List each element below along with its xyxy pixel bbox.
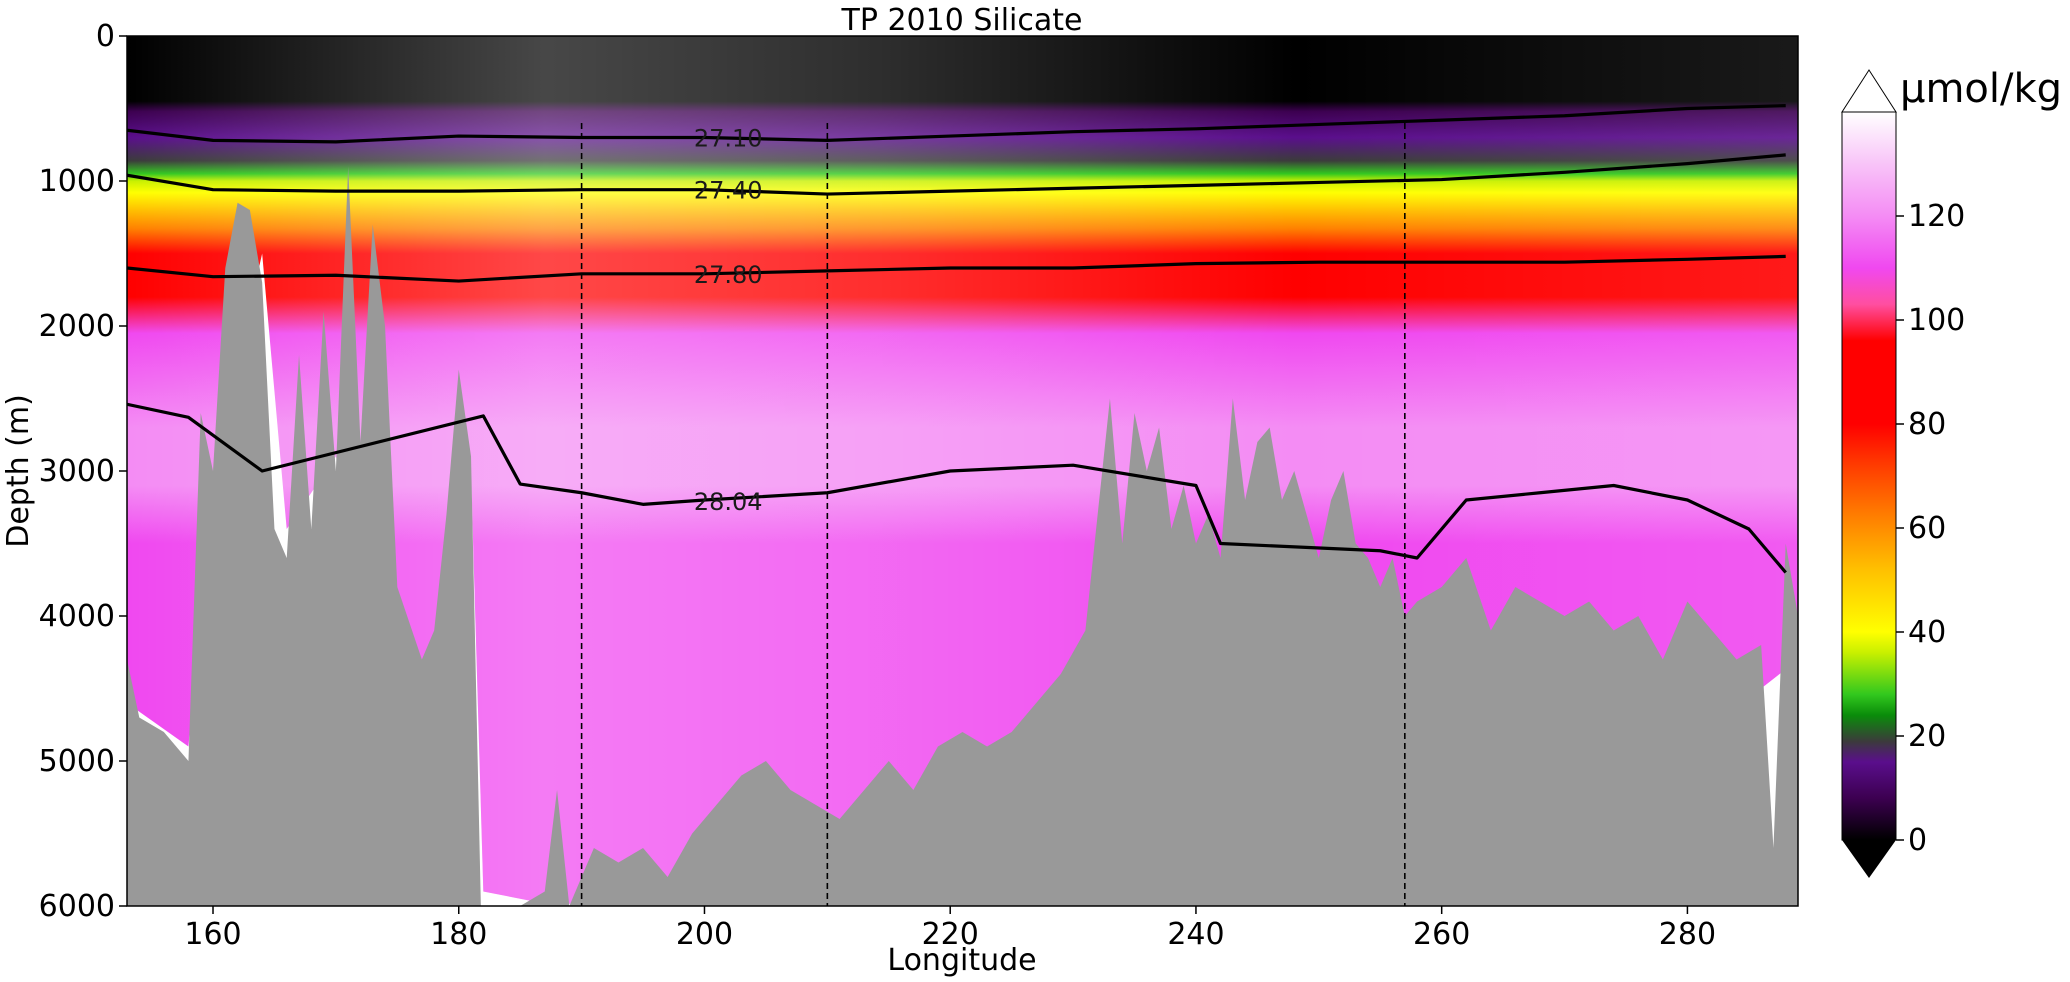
contour-label: 27.10 (694, 125, 763, 153)
plot-area: 27.10 27.40 27.80 28.04 (127, 36, 1798, 906)
section-markers (580, 123, 1406, 906)
contour-label: 27.80 (694, 261, 763, 289)
y-axis-label: Depth (m) (1, 394, 36, 548)
chart-title: TP 2010 Silicate (841, 3, 1083, 38)
y-axis: 0 1000 2000 3000 4000 5000 6000 (39, 19, 127, 924)
density-contours: 27.10 27.40 27.80 28.04 (127, 104, 1787, 574)
colorbar-tick-label: 60 (1908, 511, 1946, 546)
colorbar-under-triangle (1842, 840, 1896, 878)
y-tick-label: 1000 (39, 164, 115, 199)
y-tick-label: 3000 (39, 454, 115, 489)
colorbar-body (1841, 111, 1897, 841)
contour-line (127, 254, 1786, 283)
contour-label: 27.40 (694, 177, 763, 205)
x-axis: 160 180 200 220 240 260 280 (184, 906, 1716, 952)
x-tick-label: 240 (1167, 917, 1224, 952)
y-tick-label: 2000 (39, 309, 115, 344)
colorbar-label: µmol/kg (1900, 66, 2062, 112)
colorbar-ticks: 0 20 40 60 80 100 120 (1896, 199, 1965, 858)
colorbar-tick-label: 0 (1908, 823, 1927, 858)
y-tick-label: 4000 (39, 599, 115, 634)
contour-line (127, 402, 1787, 574)
colorbar-tick-label: 80 (1908, 407, 1946, 442)
x-axis-label: Longitude (887, 943, 1036, 978)
x-tick-label: 280 (1659, 917, 1716, 952)
colorbar-tick-label: 120 (1908, 199, 1965, 234)
x-tick-label: 200 (676, 917, 733, 952)
x-tick-label: 220 (922, 917, 979, 952)
colorbar-tick-label: 40 (1908, 615, 1946, 650)
colorbar-tick-label: 100 (1908, 303, 1965, 338)
y-tick-label: 6000 (39, 889, 115, 924)
contour-line (127, 104, 1786, 144)
contour-label: 28.04 (694, 488, 763, 516)
colorbar-tick-label: 20 (1908, 719, 1946, 754)
x-tick-label: 260 (1413, 917, 1470, 952)
x-tick-label: 180 (430, 917, 487, 952)
contour-line (127, 153, 1786, 196)
colorbar-over-triangle (1841, 69, 1897, 113)
bathymetry-mask (127, 166, 1798, 906)
y-tick-label: 0 (96, 19, 115, 54)
y-tick-label: 5000 (39, 744, 115, 779)
colorbar: 0 20 40 60 80 100 120 µmol/kg (1841, 66, 2062, 878)
x-tick-label: 160 (184, 917, 241, 952)
